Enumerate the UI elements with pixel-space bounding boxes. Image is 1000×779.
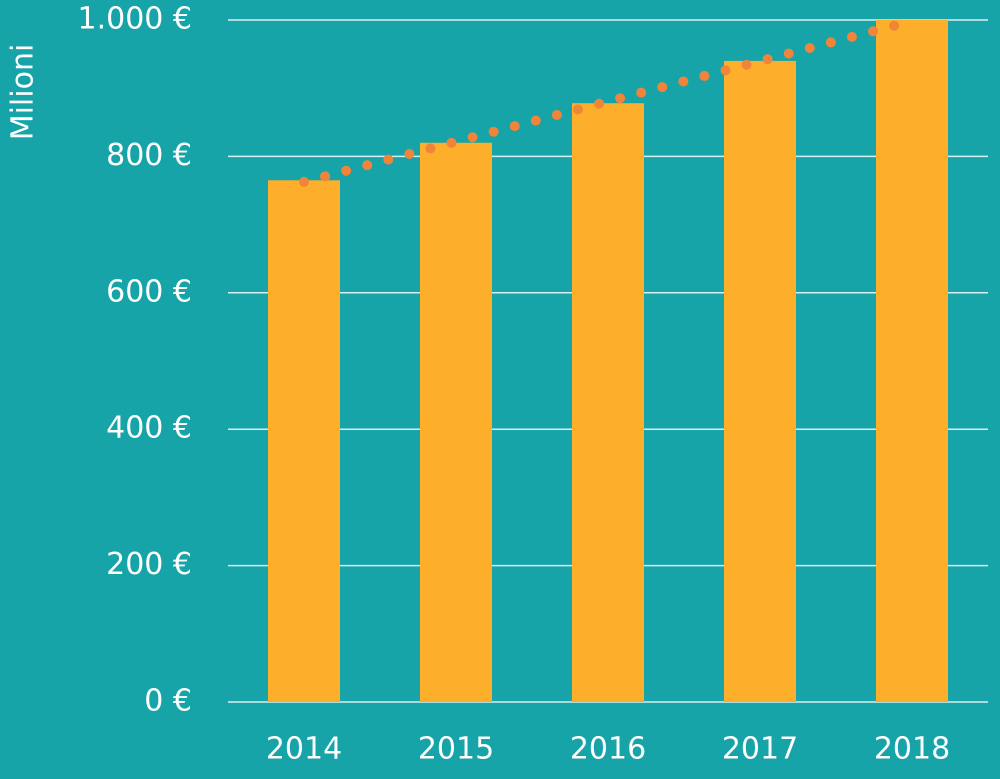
y-tick-label: 400 € — [106, 411, 192, 446]
y-tick-label: 0 € — [144, 684, 192, 719]
y-tick-label: 1.000 € — [77, 2, 192, 37]
x-tick-label: 2015 — [418, 732, 494, 767]
bar — [268, 180, 340, 702]
trendline — [299, 15, 917, 187]
bar — [876, 20, 948, 702]
x-tick-label: 2014 — [266, 732, 342, 767]
x-tick-label: 2017 — [722, 732, 798, 767]
x-tick-label: 2018 — [874, 732, 950, 767]
y-tick-label: 800 € — [106, 138, 192, 173]
bar — [724, 60, 796, 703]
y-axis-label: Milioni — [6, 44, 41, 141]
bar — [572, 103, 644, 703]
bar — [420, 142, 492, 702]
x-tick-label: 2016 — [570, 732, 646, 767]
y-tick-label: 200 € — [106, 547, 192, 582]
y-tick-label: 600 € — [106, 274, 192, 309]
